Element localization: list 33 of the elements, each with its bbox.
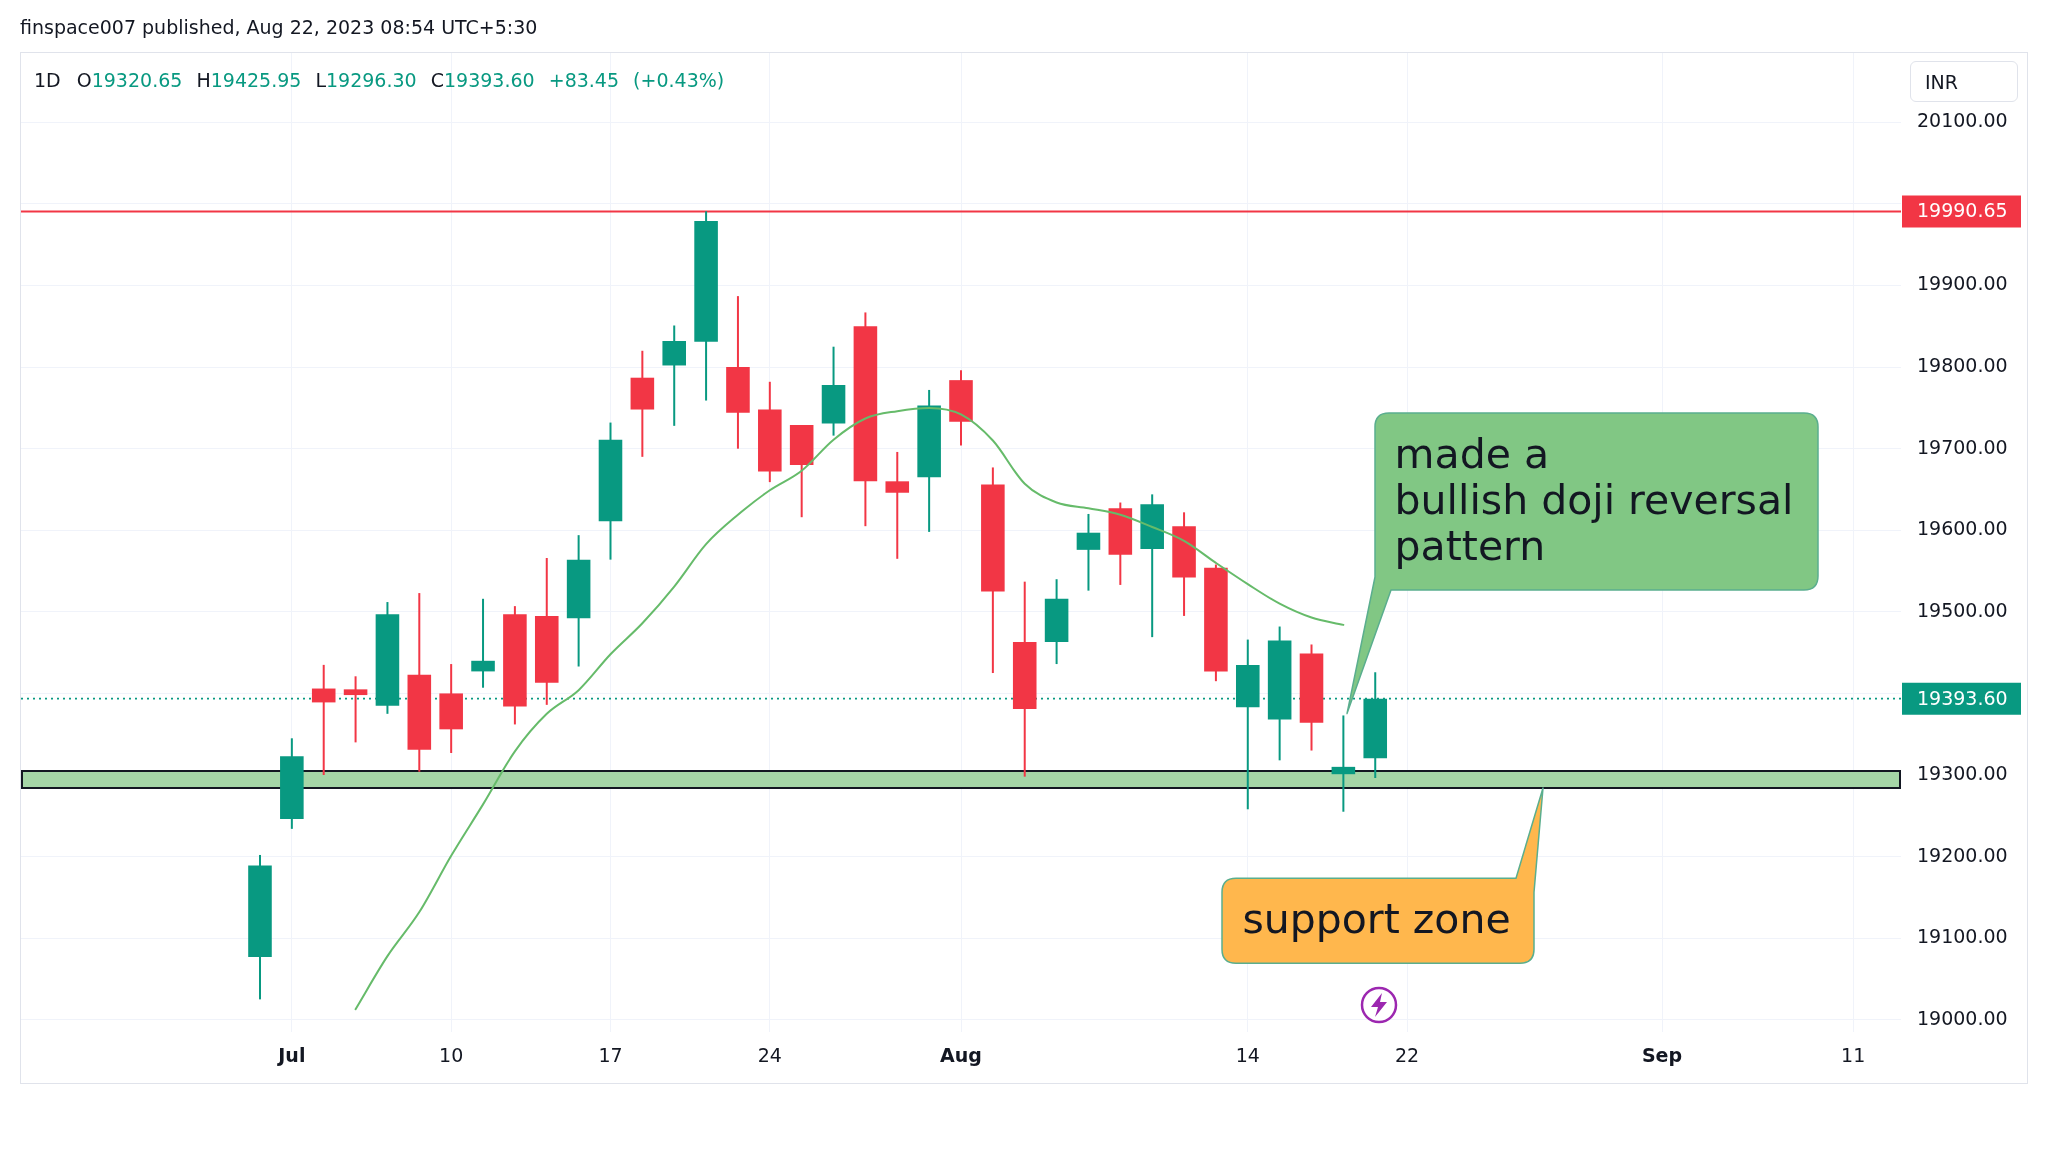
x-tick-label: 24 xyxy=(757,1044,782,1067)
text: finspace007 published, Aug 22, 2023 08:54 UTC+5:30 xyxy=(20,15,538,39)
y-tick-label: 19000.00 xyxy=(1917,1006,2008,1029)
annotation: made a bullish doji reversal pattern xyxy=(1394,430,1794,571)
y-tick-label: 19700.00 xyxy=(1917,435,2008,458)
candlestick xyxy=(311,663,336,777)
y-tick-label: 19600.00 xyxy=(1917,517,2008,540)
x-tick-label: Sep xyxy=(1641,1044,1683,1067)
x-tick-label: Aug xyxy=(940,1044,982,1067)
candlestick xyxy=(885,450,910,560)
text: O19320.65 H19425.95 L19296.30 C19393.60 +83.45 (+0.43%) xyxy=(76,69,725,91)
candlestick xyxy=(343,675,368,744)
y-tick-label: 19800.00 xyxy=(1917,354,2008,377)
y-tick-label: 19300.00 xyxy=(1917,761,2008,784)
ref-line-label: 19393.60 xyxy=(1917,686,2008,709)
x-tick-label: 14 xyxy=(1235,1044,1260,1067)
candlestick xyxy=(1331,714,1356,813)
ref-line-label: 19990.65 xyxy=(1917,199,2008,222)
text: 1D xyxy=(34,69,61,91)
y-axis-title: INR xyxy=(1910,61,2018,102)
candlestick xyxy=(471,597,495,689)
band-label: support zone xyxy=(1242,895,1511,944)
y-tick-label: 19500.00 xyxy=(1917,598,2008,621)
y-tick-label: 19200.00 xyxy=(1917,843,2008,866)
x-tick-label: 10 xyxy=(439,1044,464,1067)
x-tick-label: 11 xyxy=(1841,1044,1866,1067)
x-tick-label: 22 xyxy=(1395,1044,1420,1067)
x-tick-label: 17 xyxy=(598,1044,623,1067)
y-tick-label: 20100.00 xyxy=(1917,109,2008,132)
y-tick-label: 19100.00 xyxy=(1917,925,2008,948)
candlestick xyxy=(1076,512,1101,592)
y-tick-label: 19900.00 xyxy=(1917,272,2008,295)
x-tick-label: Jul xyxy=(276,1044,306,1067)
